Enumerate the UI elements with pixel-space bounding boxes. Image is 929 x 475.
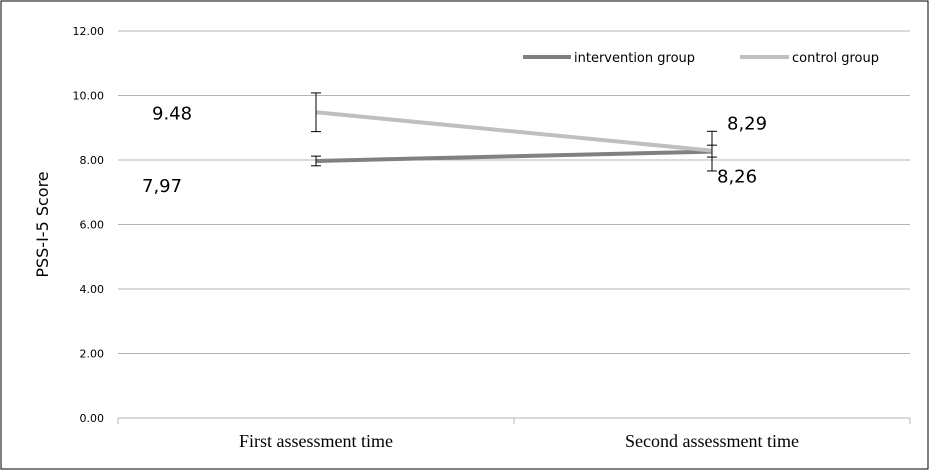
data-label-control-first: 9.48 — [152, 103, 192, 124]
y-tick-label: 2.00 — [80, 348, 105, 361]
series-line-intervention — [315, 149, 713, 163]
y-axis-label: PSS-I-5 Score — [33, 171, 52, 277]
error-bar — [707, 130, 717, 158]
legend: intervention group control group — [523, 51, 879, 66]
error-bar — [311, 92, 321, 133]
y-tick-label: 12.00 — [73, 25, 105, 38]
y-tick-label: 10.00 — [73, 90, 105, 103]
data-label-control-second: 8,29 — [727, 114, 767, 135]
x-category-label-second: Second assessment time — [625, 431, 799, 451]
y-tick-label: 6.00 — [80, 219, 105, 232]
error-bar — [311, 155, 321, 167]
series-line-control — [315, 110, 713, 153]
x-category-label-first: First assessment time — [239, 431, 393, 451]
data-label-intervention-first: 7,97 — [142, 176, 182, 197]
legend-label-control: control group — [792, 51, 879, 66]
y-tick-label: 4.00 — [80, 283, 105, 296]
y-tick-label: 8.00 — [80, 154, 105, 167]
y-tick-label: 0.00 — [80, 412, 105, 425]
legend-label-intervention: intervention group — [574, 51, 695, 66]
data-label-intervention-second: 8,26 — [717, 167, 757, 188]
